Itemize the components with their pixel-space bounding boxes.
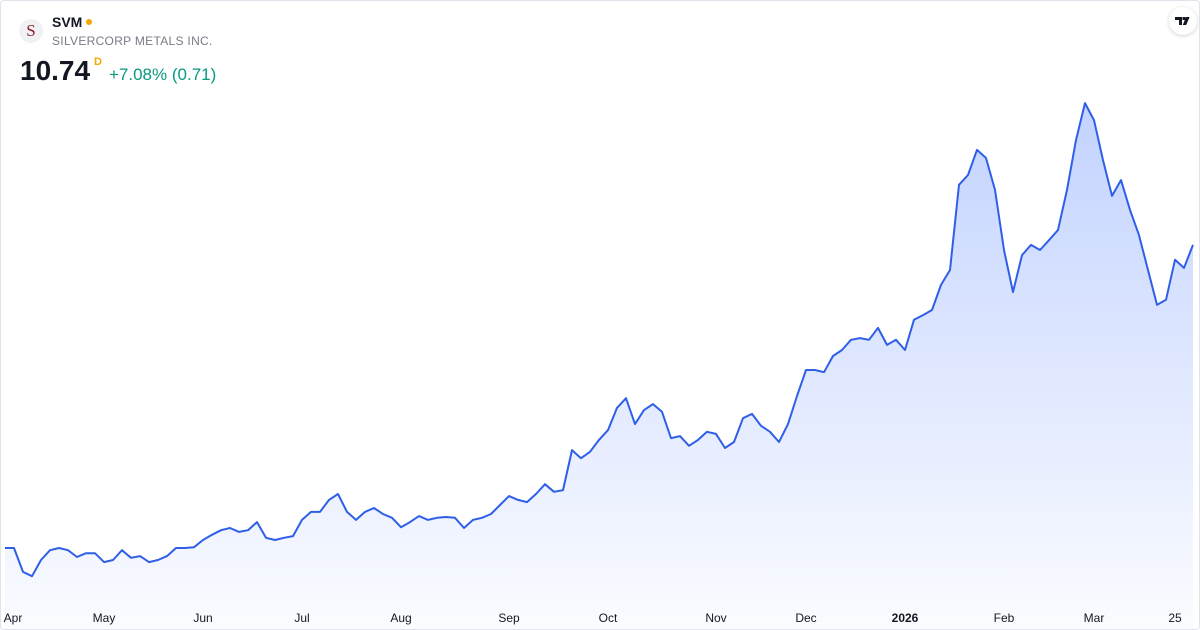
symbol[interactable]: SVM [52,14,83,30]
x-tick-label: 2026 [892,611,919,625]
x-tick-label: 25 [1168,611,1182,625]
x-tick-label: Aug [390,611,411,625]
x-tick-label: Apr [4,611,23,625]
price-line [5,102,1194,578]
interval: D [94,56,102,68]
x-tick-label: Oct [599,611,618,625]
x-tick-label: Jul [294,611,309,625]
x-tick-label: May [93,611,116,625]
x-tick-label: Sep [498,611,520,625]
x-tick-label: Mar [1084,611,1105,625]
x-tick-label: Feb [994,611,1015,625]
company-name: SILVERCORP METALS INC. [52,34,213,48]
change: +7.08% (0.71) [109,65,217,84]
price: 10.74 [20,55,91,86]
logo: S [19,19,43,43]
area-fill [5,103,1193,629]
x-tick-label: Nov [705,611,726,625]
x-tick-label: Dec [795,611,816,625]
tradingview-logo[interactable] [1169,7,1197,35]
status-dot [86,19,92,25]
logo-icon [1175,17,1190,25]
x-tick-label: Jun [193,611,212,625]
